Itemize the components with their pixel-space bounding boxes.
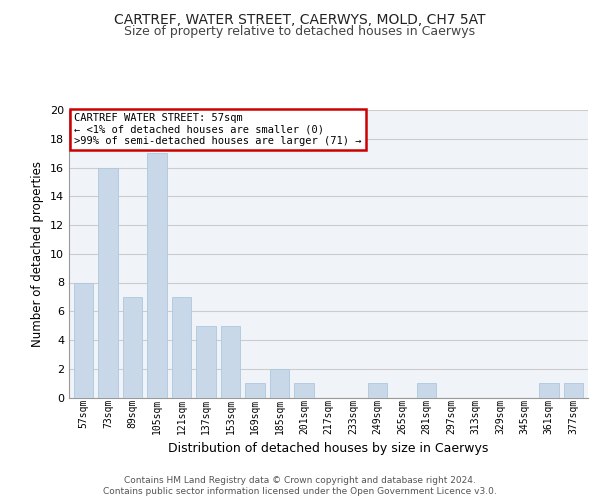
Text: CARTREF WATER STREET: 57sqm
← <1% of detached houses are smaller (0)
>99% of sem: CARTREF WATER STREET: 57sqm ← <1% of det… bbox=[74, 113, 362, 146]
Bar bbox=[98, 168, 118, 398]
Bar bbox=[172, 297, 191, 398]
Bar bbox=[270, 369, 289, 398]
Bar bbox=[368, 383, 387, 398]
Y-axis label: Number of detached properties: Number of detached properties bbox=[31, 161, 44, 347]
Text: CARTREF, WATER STREET, CAERWYS, MOLD, CH7 5AT: CARTREF, WATER STREET, CAERWYS, MOLD, CH… bbox=[114, 12, 486, 26]
Bar bbox=[539, 383, 559, 398]
Bar bbox=[74, 282, 94, 398]
Bar bbox=[416, 383, 436, 398]
Text: Contains HM Land Registry data © Crown copyright and database right 2024.: Contains HM Land Registry data © Crown c… bbox=[124, 476, 476, 485]
Bar bbox=[563, 383, 583, 398]
Bar bbox=[196, 326, 216, 398]
Text: Contains public sector information licensed under the Open Government Licence v3: Contains public sector information licen… bbox=[103, 488, 497, 496]
Text: Size of property relative to detached houses in Caerwys: Size of property relative to detached ho… bbox=[124, 25, 476, 38]
X-axis label: Distribution of detached houses by size in Caerwys: Distribution of detached houses by size … bbox=[169, 442, 488, 456]
Bar bbox=[148, 153, 167, 398]
Bar bbox=[294, 383, 314, 398]
Bar bbox=[123, 297, 142, 398]
Bar bbox=[221, 326, 241, 398]
Bar bbox=[245, 383, 265, 398]
